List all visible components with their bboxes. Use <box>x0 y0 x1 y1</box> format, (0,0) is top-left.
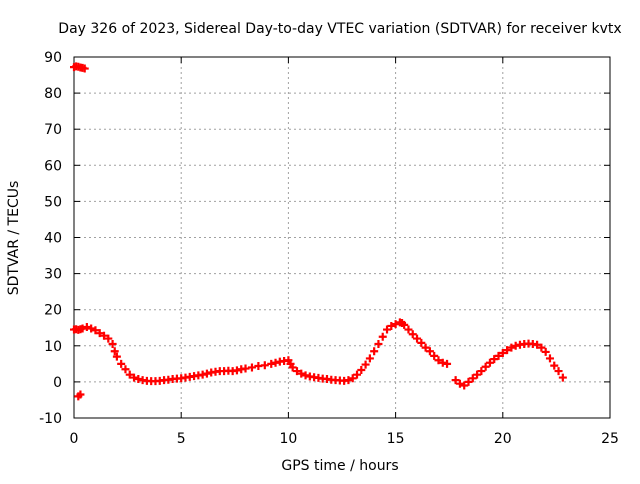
data-point <box>541 347 550 356</box>
y-tick-label: -10 <box>39 411 62 427</box>
data-point <box>417 338 426 347</box>
data-point <box>494 351 503 360</box>
y-tick-label: 60 <box>44 158 62 174</box>
y-tick-label: 90 <box>44 50 62 66</box>
data-point <box>387 321 396 330</box>
data-point <box>554 367 563 376</box>
y-tick-label: 20 <box>44 303 62 319</box>
data-point <box>374 339 383 348</box>
data-point <box>292 367 301 376</box>
data-point <box>361 360 370 369</box>
data-point <box>473 370 482 379</box>
data-point <box>464 377 473 386</box>
data-point <box>378 332 387 341</box>
data-point <box>443 359 452 368</box>
data-point <box>80 64 89 73</box>
y-tick-label: 50 <box>44 194 62 210</box>
data-point <box>421 343 430 352</box>
data-point <box>76 390 85 399</box>
data-points-layer <box>70 62 567 401</box>
data-point <box>434 356 443 365</box>
y-tick-label: 30 <box>44 267 62 283</box>
data-point <box>370 347 379 356</box>
x-axis-label: GPS time / hours <box>281 458 398 474</box>
plot-frame <box>73 56 611 419</box>
data-point <box>95 329 104 338</box>
data-point <box>344 376 353 385</box>
data-point <box>533 340 542 349</box>
y-tick-label: 0 <box>53 375 62 391</box>
data-point <box>455 379 464 388</box>
tick-label-layer: 0 5 10 15 20 25 -10 0 10 20 30 40 50 60 70 80 90 <box>39 50 619 447</box>
data-point <box>477 367 486 376</box>
x-tick-label: 10 <box>279 431 297 447</box>
plot-border <box>73 56 611 419</box>
data-point <box>297 369 306 378</box>
data-point <box>481 362 490 371</box>
data-point <box>430 351 439 360</box>
data-point <box>117 359 126 368</box>
y-axis-label: SDTVAR / TECUs <box>6 181 22 296</box>
data-point <box>91 326 100 335</box>
y-tick-label: 10 <box>44 339 62 355</box>
data-point <box>503 346 512 355</box>
data-point <box>87 324 96 333</box>
data-point <box>451 376 460 385</box>
data-point <box>425 347 434 356</box>
x-tick-label: 15 <box>387 431 405 447</box>
data-point <box>108 339 117 348</box>
data-point <box>353 370 362 379</box>
data-point <box>485 358 494 367</box>
data-point <box>78 324 87 333</box>
data-point <box>110 347 119 356</box>
x-tick-label: 20 <box>494 431 512 447</box>
data-point <box>413 334 422 343</box>
data-point <box>498 349 507 358</box>
data-point <box>468 374 477 383</box>
data-point <box>357 365 366 374</box>
data-point <box>112 352 121 361</box>
data-point <box>460 381 469 390</box>
data-point <box>545 354 554 363</box>
y-tick-label: 40 <box>44 231 62 247</box>
data-point <box>82 323 91 332</box>
data-point <box>100 331 109 340</box>
data-point <box>558 373 567 382</box>
y-tick-label: 80 <box>44 86 62 102</box>
x-tick-label: 0 <box>70 431 79 447</box>
y-tick-label: 70 <box>44 122 62 138</box>
x-tick-label: 5 <box>177 431 186 447</box>
data-point <box>408 330 417 339</box>
data-point <box>125 370 134 379</box>
x-tick-label: 25 <box>601 431 619 447</box>
data-point <box>260 361 269 370</box>
data-point <box>490 355 499 364</box>
data-point <box>104 334 113 343</box>
data-point <box>348 374 357 383</box>
data-point <box>247 363 256 372</box>
data-point <box>537 343 546 352</box>
data-point <box>288 363 297 372</box>
chart-title: Day 326 of 2023, Sidereal Day-to-day VTE… <box>58 21 621 37</box>
data-point <box>383 325 392 334</box>
data-point <box>550 361 559 370</box>
data-point <box>400 320 409 329</box>
data-point <box>507 343 516 352</box>
data-point <box>121 365 130 374</box>
data-point <box>365 354 374 363</box>
data-point <box>404 325 413 334</box>
data-point <box>130 373 139 382</box>
